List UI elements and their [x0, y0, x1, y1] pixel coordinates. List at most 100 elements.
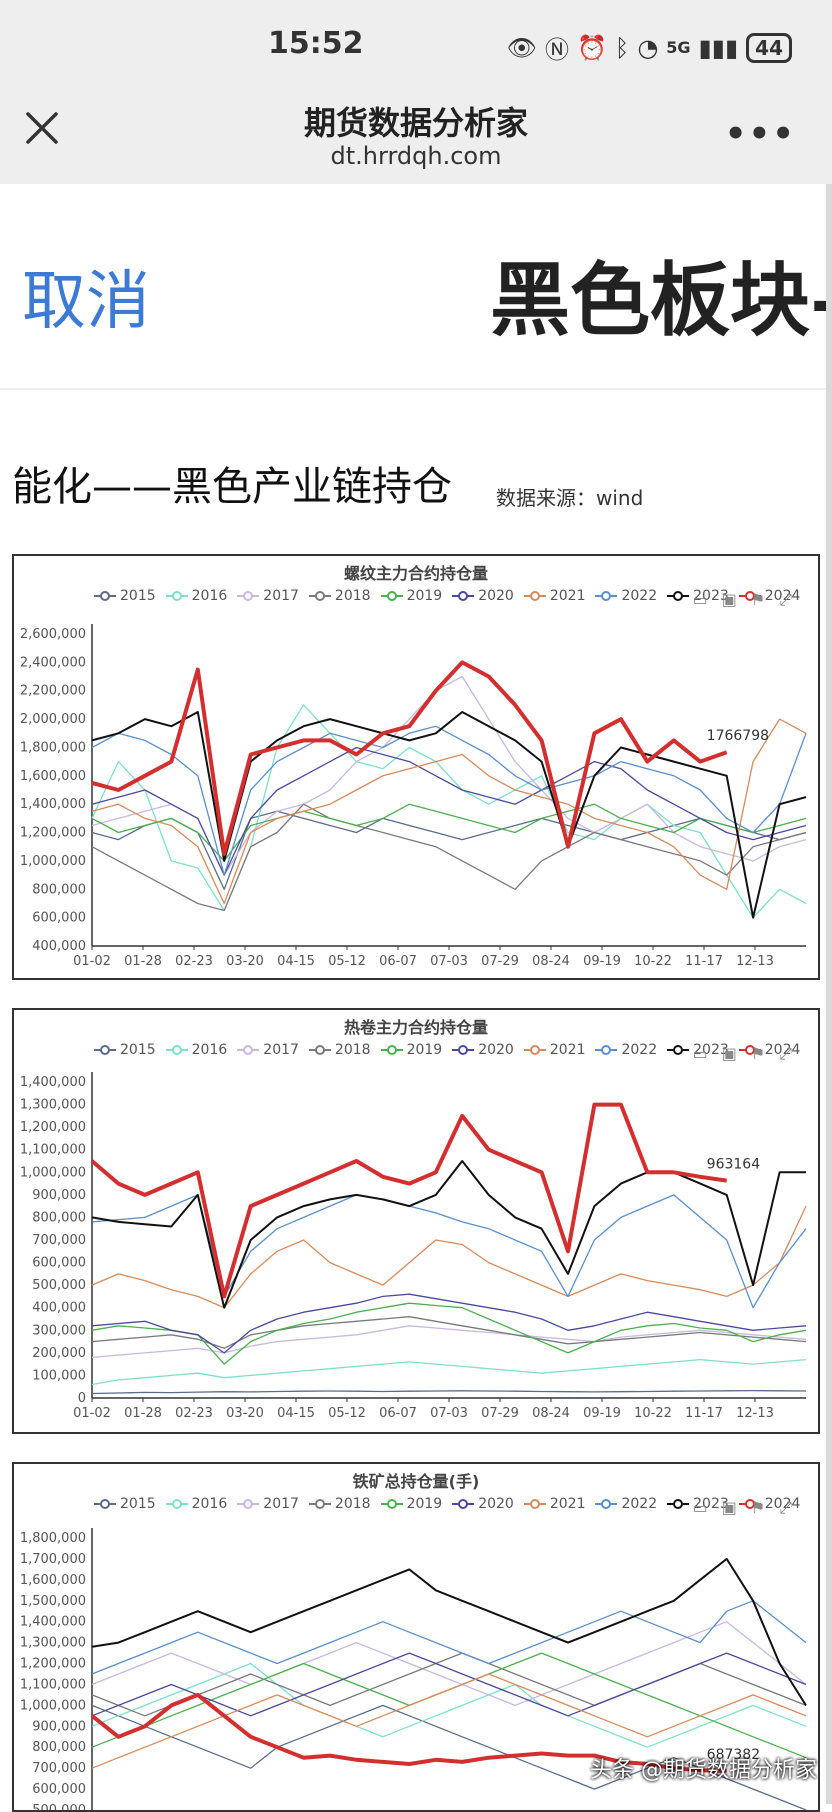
legend-swatch — [738, 1044, 761, 1056]
legend-item-2021[interactable]: 2021 — [523, 1042, 585, 1058]
legend-item-2023[interactable]: 2023 — [667, 588, 729, 604]
y-tick-label: 800,000 — [32, 1740, 86, 1755]
legend-item-2019[interactable]: 2019 — [380, 1042, 443, 1058]
data-view-icon[interactable]: ▭ — [692, 590, 708, 609]
series-line-2020 — [91, 1293, 807, 1354]
legend-item-2024[interactable]: 2024 — [738, 1496, 800, 1512]
series-end-label: 1766798 — [707, 728, 769, 744]
series-line-2016 — [91, 704, 807, 919]
restore-icon[interactable]: ▣ — [721, 1498, 737, 1517]
legend-item-2016[interactable]: 2016 — [165, 1042, 227, 1058]
y-tick-label: 600,000 — [32, 911, 86, 926]
restore-icon[interactable]: ▣ — [721, 590, 737, 609]
legend-label: 2022 — [621, 1042, 658, 1058]
legend-label: 2021 — [549, 588, 586, 604]
y-tick-label: 1,400,000 — [20, 1615, 86, 1630]
series-line-2021 — [91, 1673, 807, 1769]
legend-item-2015[interactable]: 2015 — [94, 1496, 156, 1512]
scrollbar[interactable] — [826, 184, 832, 1804]
legend-item-2022[interactable]: 2022 — [595, 1042, 657, 1058]
status-time: 15:52 — [268, 26, 364, 61]
legend-item-2022[interactable]: 2022 — [595, 588, 657, 604]
x-tick-label: 05-12 — [328, 1406, 366, 1421]
browser-titlebar: 期货数据分析家 dt.hrrdqh.com ••• — [0, 80, 832, 184]
legend-item-2021[interactable]: 2021 — [523, 1496, 585, 1512]
legend-label: 2018 — [334, 1496, 371, 1512]
legend-item-2017[interactable]: 2017 — [237, 588, 299, 604]
legend-item-2018[interactable]: 2018 — [308, 1042, 371, 1058]
bluetooth-icon: ᛒ — [614, 33, 630, 62]
legend-label: 2015 — [120, 1042, 156, 1058]
legend-swatch — [237, 590, 260, 602]
series-line-2020 — [91, 746, 807, 876]
x-tick-label: 09-19 — [583, 954, 621, 969]
legend-item-2020[interactable]: 2020 — [452, 1496, 514, 1512]
y-tick-label: 1,000,000 — [20, 1165, 86, 1180]
legend-swatch — [595, 1044, 618, 1056]
zoom-icon[interactable]: ⤢ — [779, 1044, 792, 1063]
chart-title: 螺纹主力合约持仓量 — [343, 564, 488, 583]
x-tick-label: 07-03 — [430, 1406, 468, 1421]
legend-label: 2016 — [191, 588, 228, 604]
series-line-2015 — [91, 1704, 807, 1810]
y-tick-label: 1,400,000 — [20, 797, 86, 812]
y-tick-label: 700,000 — [32, 1233, 86, 1248]
legend-swatch — [452, 590, 475, 602]
legend-item-2019[interactable]: 2019 — [380, 1496, 442, 1512]
legend-swatch — [308, 1044, 331, 1056]
legend-item-2023[interactable]: 2023 — [667, 1496, 729, 1512]
legend-item-2023[interactable]: 2023 — [667, 1042, 729, 1058]
page-url: dt.hrrdqh.com — [330, 142, 502, 170]
more-options-icon[interactable]: ••• — [724, 114, 796, 154]
series-line-2024 — [91, 660, 728, 856]
data-view-icon[interactable]: ▭ — [692, 1044, 708, 1063]
legend-item-2015[interactable]: 2015 — [94, 1042, 156, 1058]
x-tick-label: 11-17 — [685, 1406, 723, 1421]
legend-item-2020[interactable]: 2020 — [452, 588, 514, 604]
zoom-icon[interactable]: ⤢ — [779, 590, 792, 609]
legend-item-2017[interactable]: 2017 — [237, 1042, 299, 1058]
y-tick-label: 500,000 — [32, 1803, 86, 1810]
legend-item-2015[interactable]: 2015 — [94, 588, 156, 604]
x-tick-label: 07-29 — [481, 1406, 519, 1421]
legend-label: 2017 — [263, 1496, 299, 1512]
series-line-2021 — [91, 1205, 807, 1309]
y-tick-label: 1,500,000 — [20, 1594, 86, 1609]
legend-item-2020[interactable]: 2020 — [452, 1042, 514, 1058]
legend-item-2021[interactable]: 2021 — [523, 588, 586, 604]
legend-item-2016[interactable]: 2016 — [165, 1496, 227, 1512]
legend-item-2024[interactable]: 2024 — [738, 588, 800, 604]
zoom-icon[interactable]: ⤢ — [779, 1498, 792, 1517]
y-tick-label: 1,300,000 — [20, 1098, 86, 1113]
chart-hotcoil-open-interest: 0 100,000 200,000 300,000 400,000 500,000 600,… — [12, 1008, 820, 1434]
battery-indicator: 44 — [746, 32, 792, 63]
legend-label: 2019 — [406, 1042, 443, 1058]
restore-icon[interactable]: ▣ — [721, 1044, 737, 1063]
close-icon[interactable] — [24, 110, 60, 146]
legend-item-2017[interactable]: 2017 — [237, 1496, 299, 1512]
y-tick-label: 1,000,000 — [20, 1698, 86, 1713]
chart-ironore-open-interest: 500,000 600,000 700,000 800,000 900,000 1,000… — [12, 1462, 820, 1812]
wifi-icon: ◔ — [637, 33, 659, 62]
x-tick-label: 04-15 — [277, 954, 315, 969]
legend-item-2024[interactable]: 2024 — [738, 1042, 800, 1058]
series-line-2023 — [91, 1160, 806, 1309]
save-image-icon[interactable]: ⚑ — [750, 1044, 766, 1063]
legend-swatch — [595, 1498, 618, 1510]
series-line-2016 — [91, 1662, 807, 1748]
chart-rebar-open-interest: 400,000 600,000 800,000 1,000,000 1,200,000 1… — [12, 554, 820, 980]
legend-item-2016[interactable]: 2016 — [165, 588, 228, 604]
cancel-button[interactable]: 取消 — [22, 265, 150, 339]
legend-swatch — [523, 1498, 546, 1510]
legend-label: 2018 — [334, 1042, 371, 1058]
legend-item-2018[interactable]: 2018 — [308, 1496, 371, 1512]
legend-item-2022[interactable]: 2022 — [595, 1496, 657, 1512]
legend-item-2018[interactable]: 2018 — [308, 588, 371, 604]
legend-swatch — [308, 590, 331, 602]
series-line-2022 — [91, 1600, 807, 1675]
series-line-2024 — [90, 1102, 727, 1299]
save-image-icon[interactable]: ⚑ — [750, 590, 766, 609]
data-view-icon[interactable]: ▭ — [692, 1498, 708, 1517]
save-image-icon[interactable]: ⚑ — [750, 1498, 766, 1517]
legend-item-2019[interactable]: 2019 — [380, 588, 442, 604]
